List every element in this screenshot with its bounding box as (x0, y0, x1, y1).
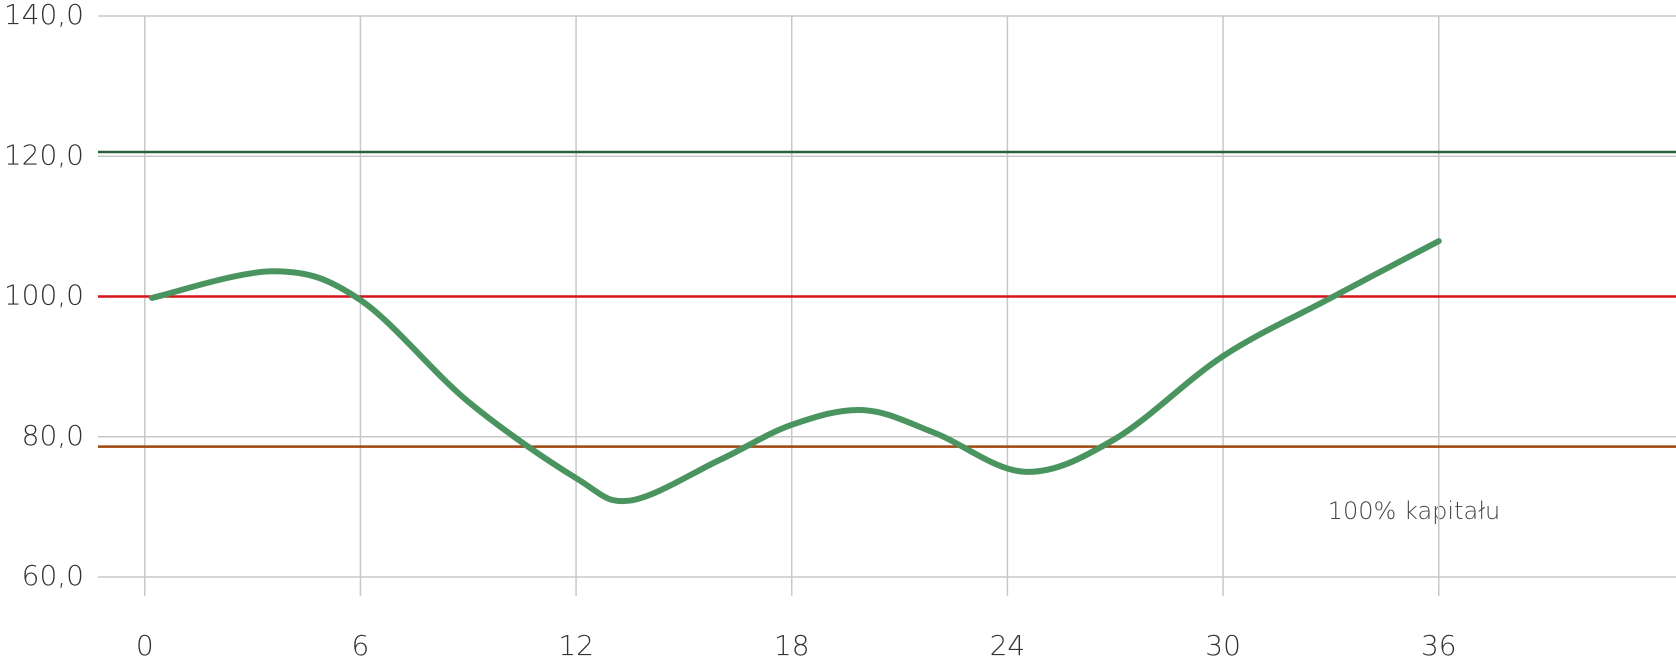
x-tick-label: 12 (558, 629, 594, 659)
y-tick-label: 80,0 (22, 419, 84, 452)
y-tick-label: 100,0 (4, 279, 84, 312)
x-tick-label: 0 (136, 629, 154, 659)
x-tick-label: 24 (990, 629, 1026, 659)
y-tick-label: 60,0 (22, 559, 84, 592)
y-tick-label: 120,0 (4, 138, 84, 171)
x-tick-label: 6 (351, 629, 369, 659)
annotation: 100% kapitału (1328, 497, 1500, 525)
y-tick-label: 140,0 (4, 0, 84, 31)
x-tick-label: 30 (1205, 629, 1241, 659)
x-tick-label: 36 (1421, 629, 1457, 659)
data-line (148, 238, 1442, 505)
x-tick-label: 18 (774, 629, 810, 659)
